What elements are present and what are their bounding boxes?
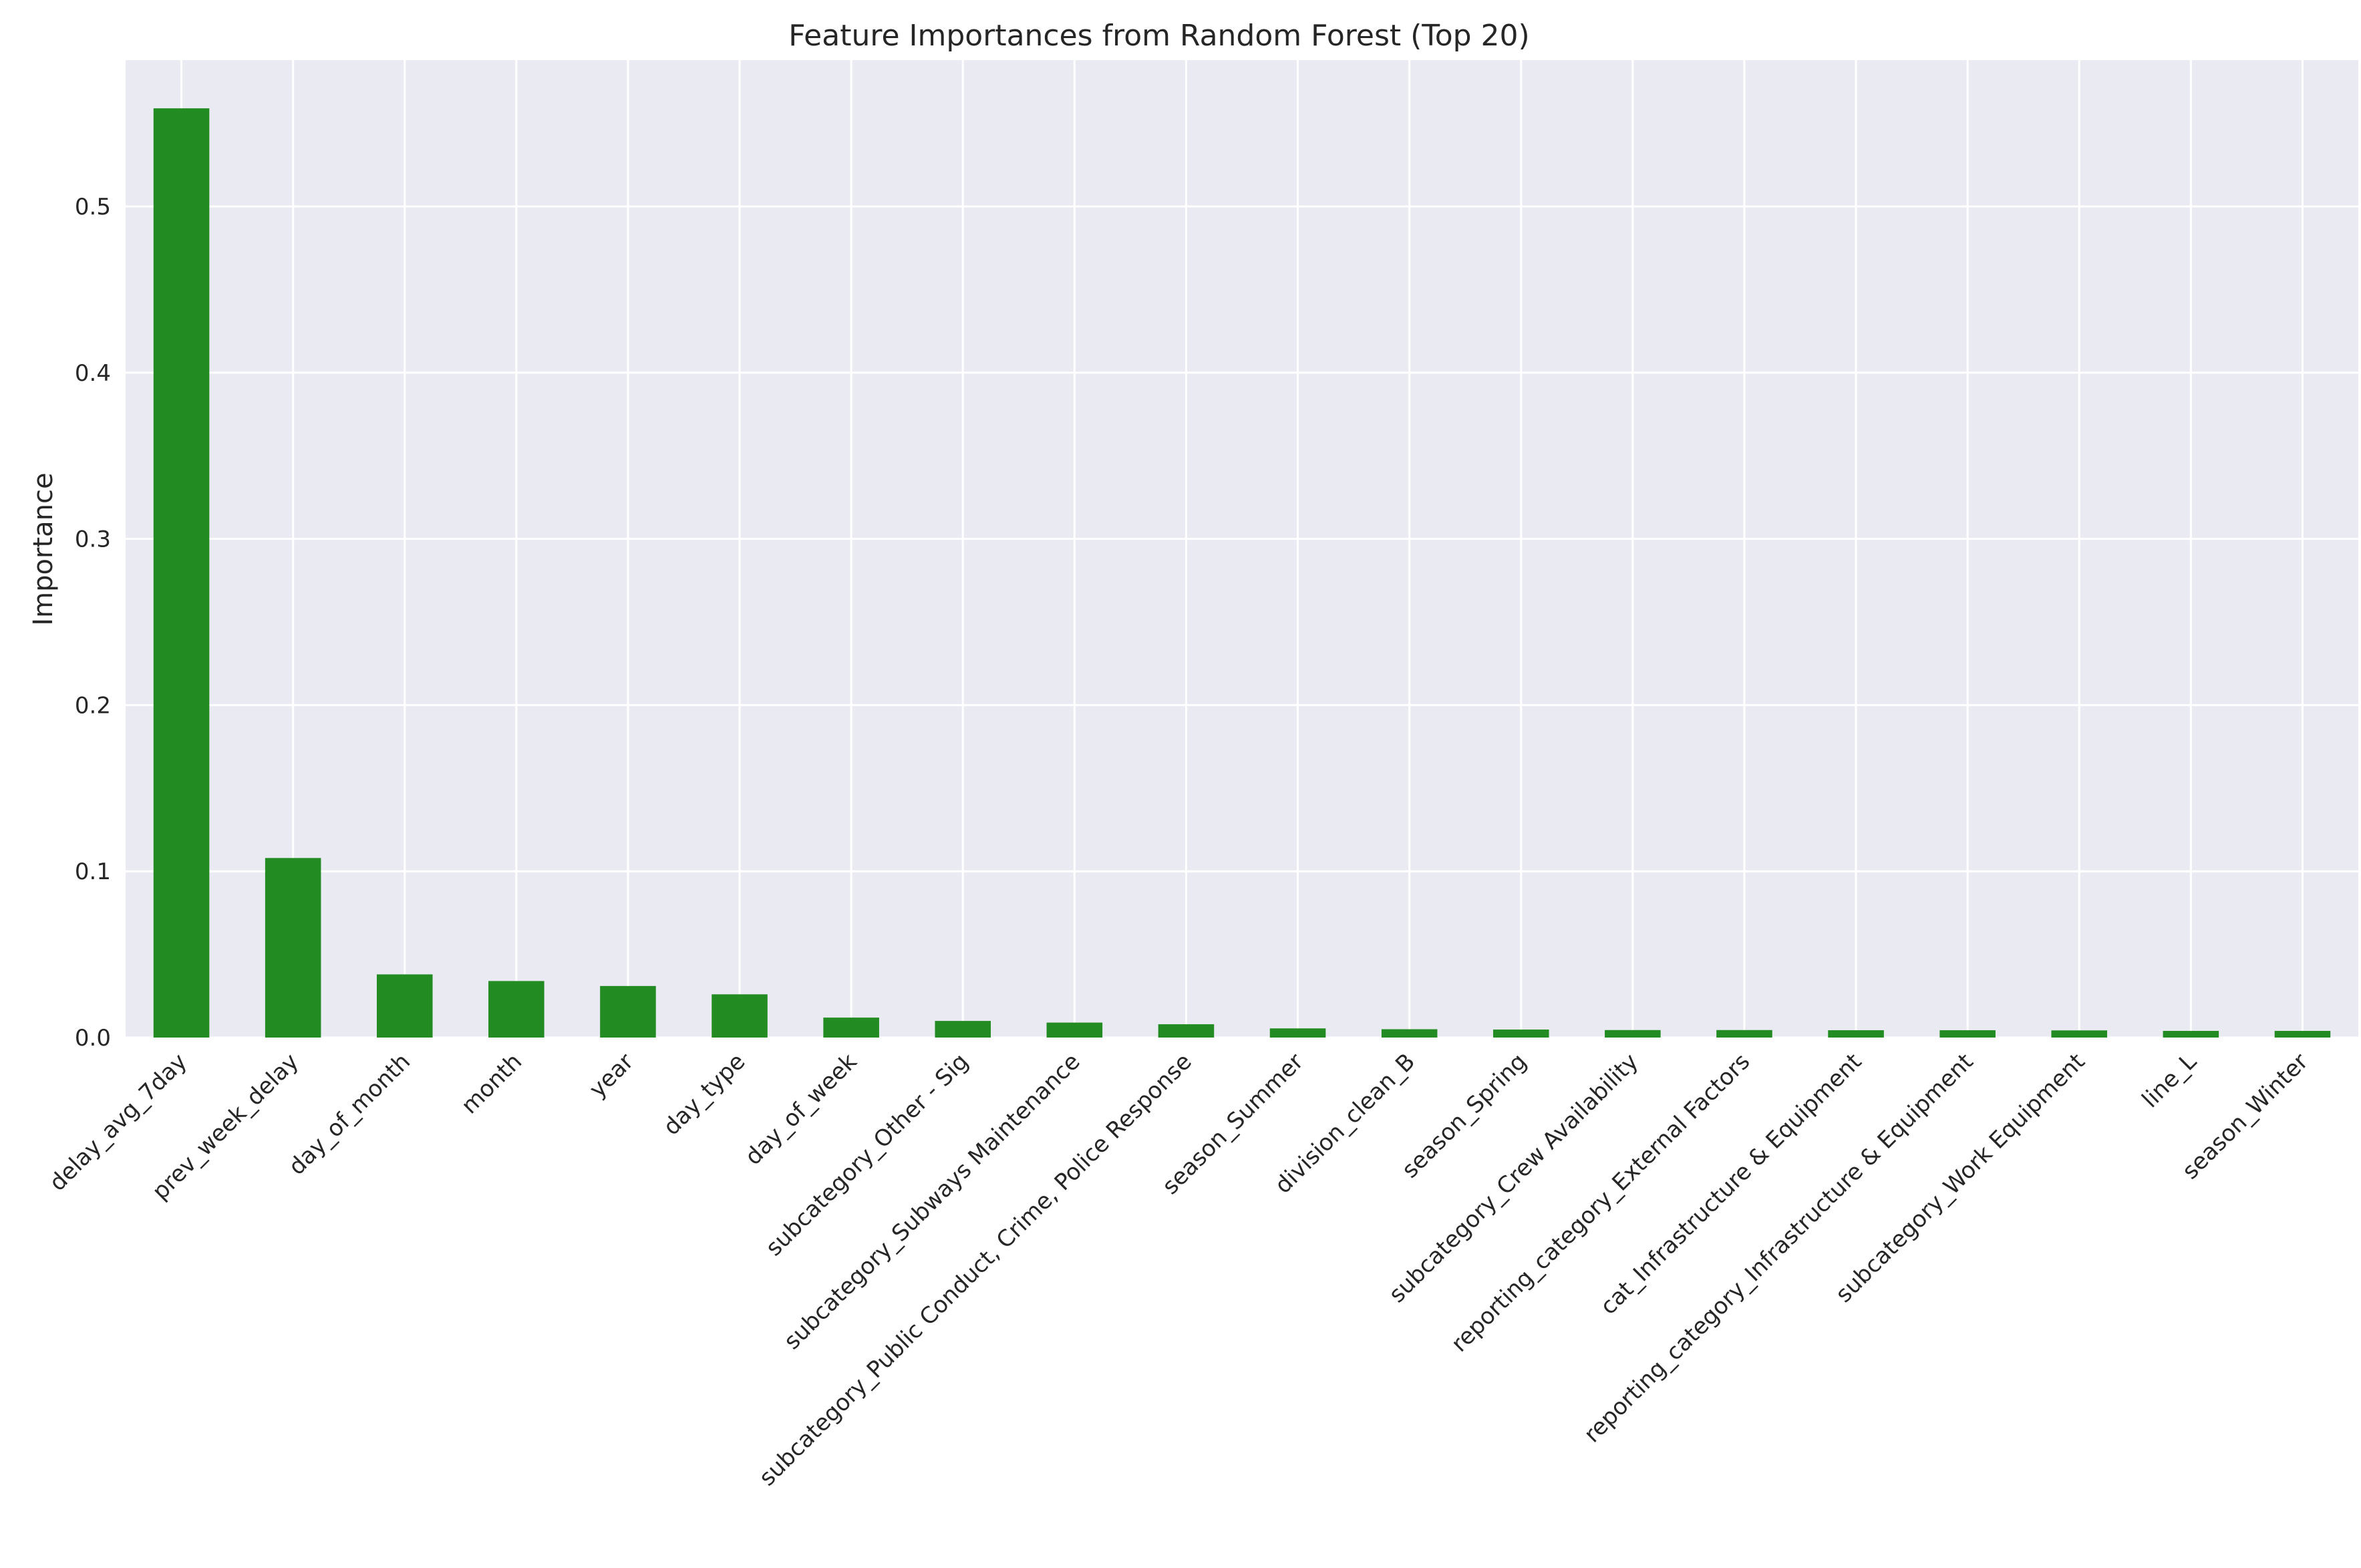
bar-1 bbox=[265, 858, 321, 1038]
y-tick-label: 0.5 bbox=[75, 194, 111, 220]
y-tick-label: 0.4 bbox=[75, 360, 111, 387]
bar-9 bbox=[1158, 1024, 1215, 1038]
bar-3 bbox=[488, 981, 544, 1038]
plot-area bbox=[126, 60, 2358, 1038]
x-tick-label: day_of_week bbox=[740, 1048, 862, 1170]
chart-title: Feature Importances from Random Forest (… bbox=[788, 19, 1529, 53]
x-tick-label: day_of_month bbox=[283, 1048, 416, 1181]
x-tick-label: subcategory_Work Equipment bbox=[1831, 1048, 2090, 1308]
x-tick-label: reporting_category_Infrastructure & Equi… bbox=[1579, 1048, 1978, 1448]
y-tick-label: 0.3 bbox=[75, 526, 111, 553]
bars bbox=[153, 108, 2331, 1038]
x-tick-label: day_type bbox=[658, 1048, 750, 1140]
bar-0 bbox=[153, 108, 210, 1038]
bar-10 bbox=[1269, 1028, 1326, 1038]
x-axis-ticks: delay_avg_7dayprev_week_delayday_of_mont… bbox=[44, 1048, 2314, 1491]
grid-lines bbox=[126, 60, 2358, 1039]
x-tick-label: month bbox=[456, 1048, 527, 1119]
y-tick-label: 0.0 bbox=[75, 1025, 111, 1052]
bar-4 bbox=[600, 985, 656, 1038]
bar-7 bbox=[935, 1021, 991, 1038]
bar-11 bbox=[1381, 1029, 1438, 1038]
bar-8 bbox=[1046, 1022, 1103, 1038]
bar-2 bbox=[376, 974, 433, 1038]
bar-16 bbox=[1939, 1030, 1996, 1038]
y-axis-ticks: 0.0 0.1 0.2 0.3 0.4 0.5 bbox=[75, 194, 111, 1052]
y-axis-label: Importance bbox=[28, 472, 59, 625]
bar-5 bbox=[712, 994, 768, 1038]
x-tick-label: subcategory_Public Conduct, Crime, Polic… bbox=[754, 1048, 1197, 1491]
bar-13 bbox=[1605, 1030, 1661, 1038]
x-tick-label: year bbox=[584, 1048, 639, 1103]
bar-19 bbox=[2274, 1031, 2331, 1038]
bar-6 bbox=[823, 1017, 879, 1038]
bar-17 bbox=[2051, 1030, 2108, 1038]
x-tick-label: subcategory_Crew Availability bbox=[1384, 1048, 1643, 1308]
bar-12 bbox=[1492, 1030, 1549, 1038]
bar-18 bbox=[2163, 1031, 2219, 1038]
y-tick-label: 0.1 bbox=[75, 858, 111, 885]
x-tick-label: line_L bbox=[2137, 1048, 2202, 1113]
bar-15 bbox=[1828, 1030, 1884, 1038]
x-tick-label: subcategory_Other - Sig bbox=[761, 1048, 974, 1261]
bar-14 bbox=[1716, 1030, 1772, 1038]
y-tick-label: 0.2 bbox=[75, 692, 111, 719]
